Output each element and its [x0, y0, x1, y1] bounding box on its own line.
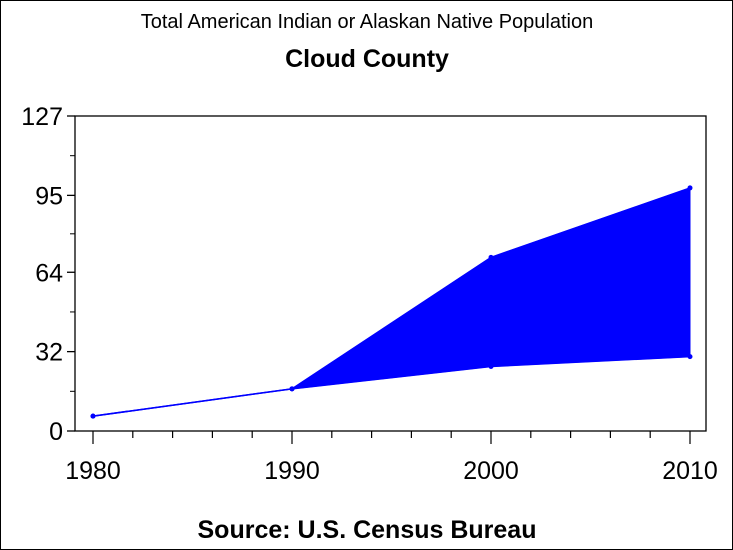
data-point-lower-2010 [687, 354, 693, 360]
data-point-upper-2010 [687, 185, 693, 191]
y-tick-label: 32 [35, 339, 63, 367]
series-line-upper [92, 187, 691, 417]
data-point-upper-2000 [488, 254, 494, 260]
y-tick-label: 0 [49, 418, 63, 446]
chart-footnote: Source: U.S. Census Bureau [198, 516, 537, 544]
area-fill [92, 187, 691, 417]
data-point-upper-1980 [90, 413, 96, 419]
data-point-upper-1990 [289, 386, 295, 392]
y-tick-label: 95 [35, 182, 63, 210]
data-point-lower-2000 [488, 364, 494, 370]
plot-frame [74, 115, 707, 432]
x-tick-label: 2000 [463, 457, 519, 485]
y-tick-label: 64 [35, 259, 63, 287]
chart-title: Total American Indian or Alaskan Native … [141, 11, 594, 33]
x-tick-label: 2010 [662, 457, 718, 485]
chart-subtitle: Cloud County [285, 45, 449, 73]
y-tick-label: 127 [21, 103, 63, 131]
x-tick-label: 1990 [264, 457, 320, 485]
x-tick-label: 1980 [65, 457, 121, 485]
